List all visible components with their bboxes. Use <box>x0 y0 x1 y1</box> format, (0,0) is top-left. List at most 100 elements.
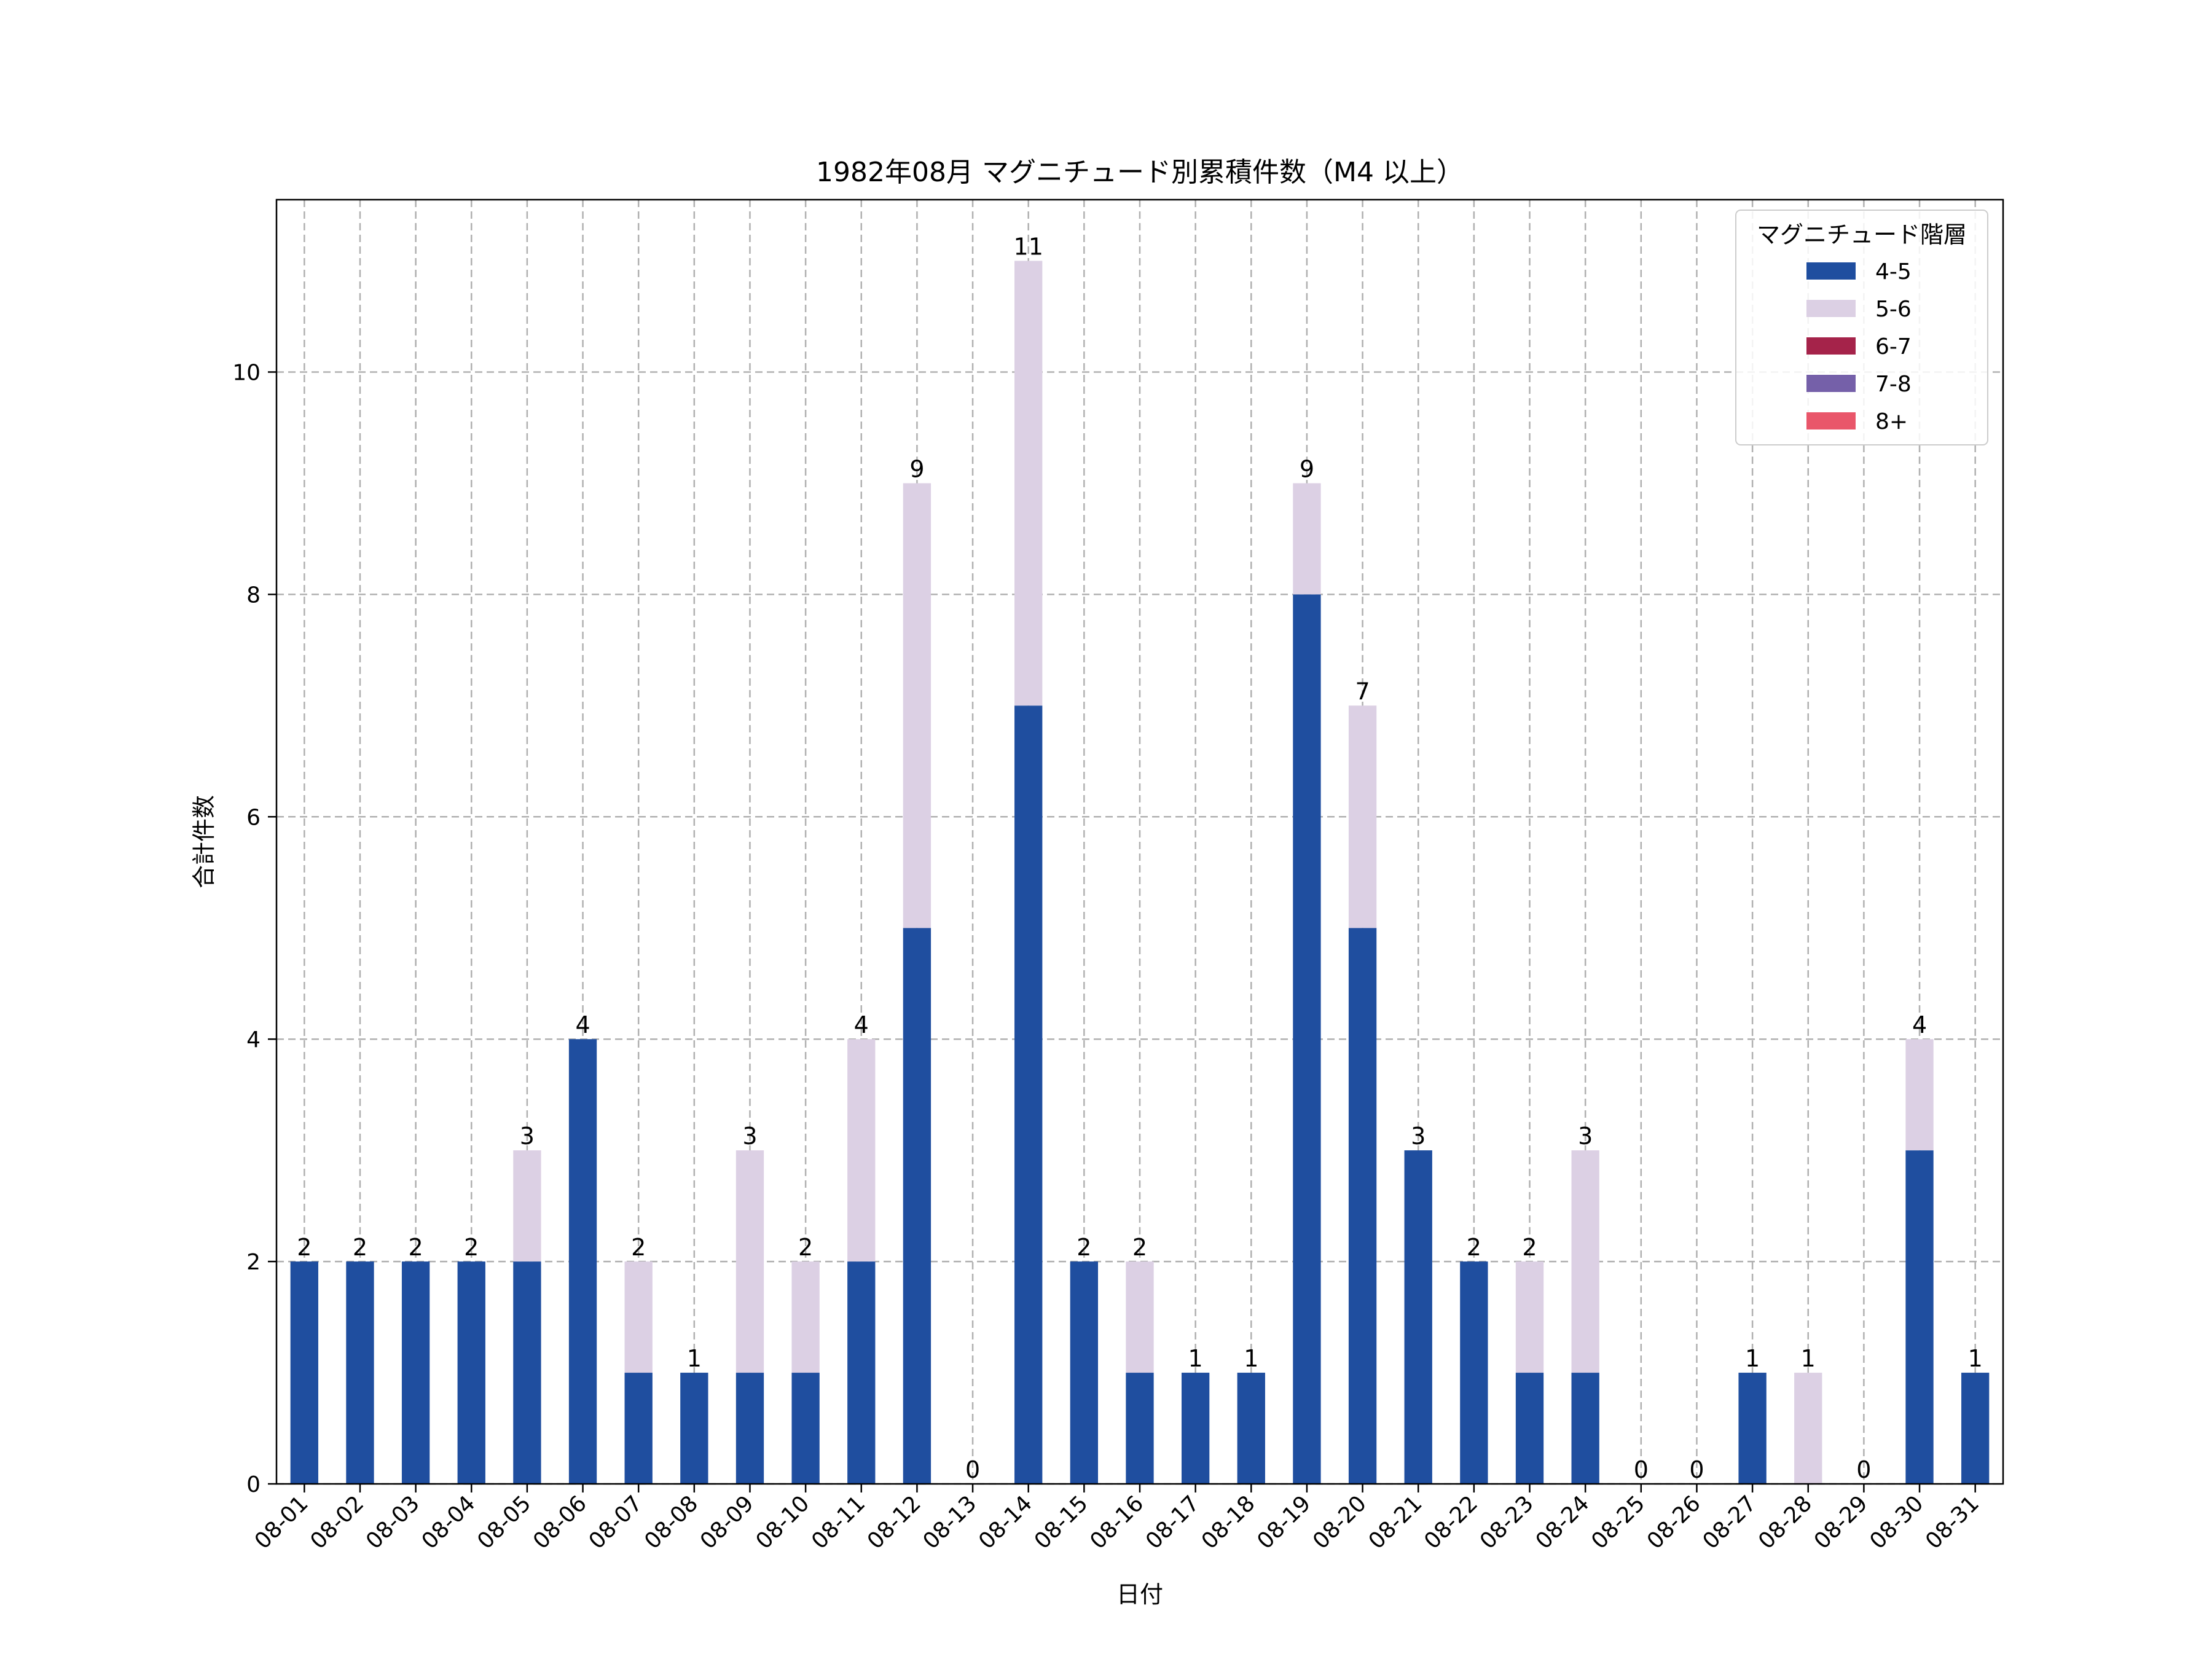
x-tick-label: 08-27 <box>1698 1491 1761 1554</box>
x-tick-label: 08-23 <box>1475 1491 1539 1554</box>
x-tick-label: 08-12 <box>863 1491 926 1554</box>
bar-segment-5-6 <box>1905 1039 1934 1151</box>
bar-segment-5-6 <box>1293 483 1321 595</box>
bar-total-label: 4 <box>1912 1011 1927 1038</box>
bar-segment-4-5 <box>1348 928 1377 1484</box>
x-tick-label: 08-24 <box>1531 1491 1594 1554</box>
y-tick-label: 4 <box>246 1027 261 1053</box>
bar-total-label: 3 <box>520 1123 535 1150</box>
y-axis: 0 2 4 6 8 10 <box>232 360 276 1497</box>
bar-total-label: 0 <box>1856 1456 1871 1483</box>
x-tick-label: 08-08 <box>640 1491 703 1554</box>
x-tick-label: 08-18 <box>1197 1491 1260 1554</box>
bar-total-label: 9 <box>909 455 924 482</box>
legend-swatch-7-8 <box>1806 375 1856 392</box>
x-tick-label: 08-26 <box>1642 1491 1706 1554</box>
legend-label: 8+ <box>1875 409 1908 434</box>
bar-segment-4-5 <box>1738 1373 1767 1484</box>
bar-segment-4-5 <box>1404 1150 1432 1484</box>
bar-segment-4-5 <box>624 1373 653 1484</box>
bar-total-label: 9 <box>1300 455 1314 482</box>
bar-segment-4-5 <box>1126 1373 1154 1484</box>
bar-total-label: 4 <box>854 1011 869 1038</box>
bar-segment-5-6 <box>1515 1261 1544 1373</box>
bar-segment-4-5 <box>1070 1261 1099 1484</box>
bar-total-label: 4 <box>575 1011 590 1038</box>
bar-segment-4-5 <box>1237 1373 1265 1484</box>
legend-label: 6-7 <box>1875 334 1912 359</box>
bar-segment-5-6 <box>624 1261 653 1373</box>
x-tick-label: 08-15 <box>1030 1491 1093 1554</box>
bar-total-label: 1 <box>687 1345 702 1372</box>
bar-total-label: 1 <box>1745 1345 1760 1372</box>
bar-segment-4-5 <box>1571 1373 1599 1484</box>
legend-swatch-4-5 <box>1806 262 1856 280</box>
bar-total-label: 7 <box>1355 678 1370 705</box>
legend: マグニチュード階層 4-5 5-6 6-7 7-8 8+ <box>1735 210 1988 445</box>
bar-segment-4-5 <box>847 1261 876 1484</box>
chart-title: 1982年08月 マグニチュード別累積件数（M4 以上） <box>816 157 1464 188</box>
bar-total-label: 2 <box>409 1234 423 1261</box>
x-tick-label: 08-11 <box>807 1491 870 1554</box>
x-axis: 08-0108-0208-0308-0408-0508-0608-0708-08… <box>250 1484 1984 1554</box>
bar-total-label: 0 <box>965 1456 980 1483</box>
bar-segment-4-5 <box>513 1261 541 1484</box>
bar-segment-5-6 <box>847 1039 876 1262</box>
bar-total-label: 1 <box>1801 1345 1816 1372</box>
bar-segment-5-6 <box>1571 1150 1599 1373</box>
bars-layer <box>290 261 1990 1484</box>
legend-label: 4-5 <box>1875 259 1912 284</box>
bar-total-label: 1 <box>1188 1345 1203 1372</box>
bar-segment-5-6 <box>1348 705 1377 928</box>
x-tick-label: 08-29 <box>1810 1491 1873 1554</box>
bar-total-label: 1 <box>1968 1345 1983 1372</box>
y-tick-label: 0 <box>246 1472 261 1497</box>
legend-label: 7-8 <box>1875 372 1912 397</box>
x-tick-label: 08-31 <box>1921 1491 1984 1554</box>
x-tick-label: 08-13 <box>918 1491 981 1554</box>
legend-items: 4-5 5-6 6-7 7-8 8+ <box>1806 259 1912 434</box>
bar-segment-5-6 <box>791 1261 820 1373</box>
bar-segment-5-6 <box>513 1150 541 1262</box>
legend-swatch-8+ <box>1806 412 1856 429</box>
x-tick-label: 08-04 <box>417 1491 480 1554</box>
x-tick-label: 08-25 <box>1586 1491 1650 1554</box>
x-tick-label: 08-02 <box>305 1491 369 1554</box>
x-tick-label: 08-06 <box>528 1491 592 1554</box>
bar-segment-4-5 <box>457 1261 485 1484</box>
bar-segment-4-5 <box>1961 1373 1990 1484</box>
x-tick-label: 08-10 <box>751 1491 815 1554</box>
y-tick-label: 2 <box>246 1250 261 1275</box>
bar-segment-5-6 <box>1126 1261 1154 1373</box>
bar-segment-4-5 <box>290 1261 318 1484</box>
bar-total-label: 2 <box>353 1234 367 1261</box>
bar-segment-4-5 <box>346 1261 374 1484</box>
bar-segment-4-5 <box>568 1039 597 1484</box>
legend-title: マグニチュード階層 <box>1757 221 1967 248</box>
bar-total-label: 3 <box>1411 1123 1426 1150</box>
bar-segment-5-6 <box>1014 261 1043 706</box>
x-tick-label: 08-09 <box>696 1491 759 1554</box>
bar-total-label: 2 <box>297 1234 312 1261</box>
y-tick-label: 8 <box>246 582 261 608</box>
bar-segment-4-5 <box>903 928 931 1484</box>
legend-frame <box>1735 210 1988 445</box>
legend-label: 5-6 <box>1875 297 1912 322</box>
y-axis-label: 合計件数 <box>190 795 218 888</box>
bar-total-label: 2 <box>631 1234 646 1261</box>
x-tick-label: 08-28 <box>1754 1491 1817 1554</box>
bar-segment-4-5 <box>1515 1373 1544 1484</box>
x-tick-label: 08-03 <box>361 1491 425 1554</box>
x-tick-label: 08-22 <box>1419 1491 1483 1554</box>
bar-segment-4-5 <box>735 1373 764 1484</box>
bar-segment-4-5 <box>1460 1261 1488 1484</box>
bar-total-label: 2 <box>1132 1234 1147 1261</box>
y-tick-label: 10 <box>232 360 261 385</box>
bar-total-label: 3 <box>742 1123 757 1150</box>
bar-total-label: 0 <box>1689 1456 1704 1483</box>
bar-total-label: 2 <box>1077 1234 1091 1261</box>
bar-segment-4-5 <box>1905 1150 1934 1484</box>
x-tick-label: 08-21 <box>1364 1491 1427 1554</box>
legend-swatch-5-6 <box>1806 300 1856 317</box>
